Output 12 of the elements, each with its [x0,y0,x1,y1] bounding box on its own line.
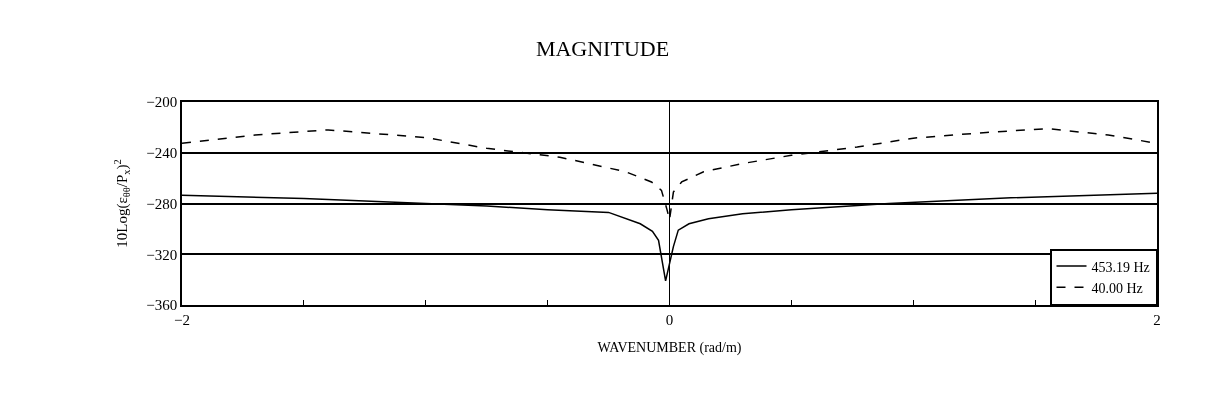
y-tick-label: −200 [146,94,178,111]
y-tick-label: −360 [146,297,178,314]
y-tick-label: −320 [146,246,178,263]
y-tick-label: −240 [146,145,178,161]
x-tick-label: −2 [174,311,190,328]
legend-label: 40.00 Hz [1091,280,1143,296]
chart-title: MAGNITUDE [535,36,670,62]
x-tick-label: 2 [1153,311,1161,328]
y-tick-label: −280 [146,195,178,212]
legend-label: 453.19 Hz [1091,259,1150,275]
x-axis-title: WAVENUMBER (rad/m) [597,339,742,356]
x-tick-label: 0 [665,311,674,328]
